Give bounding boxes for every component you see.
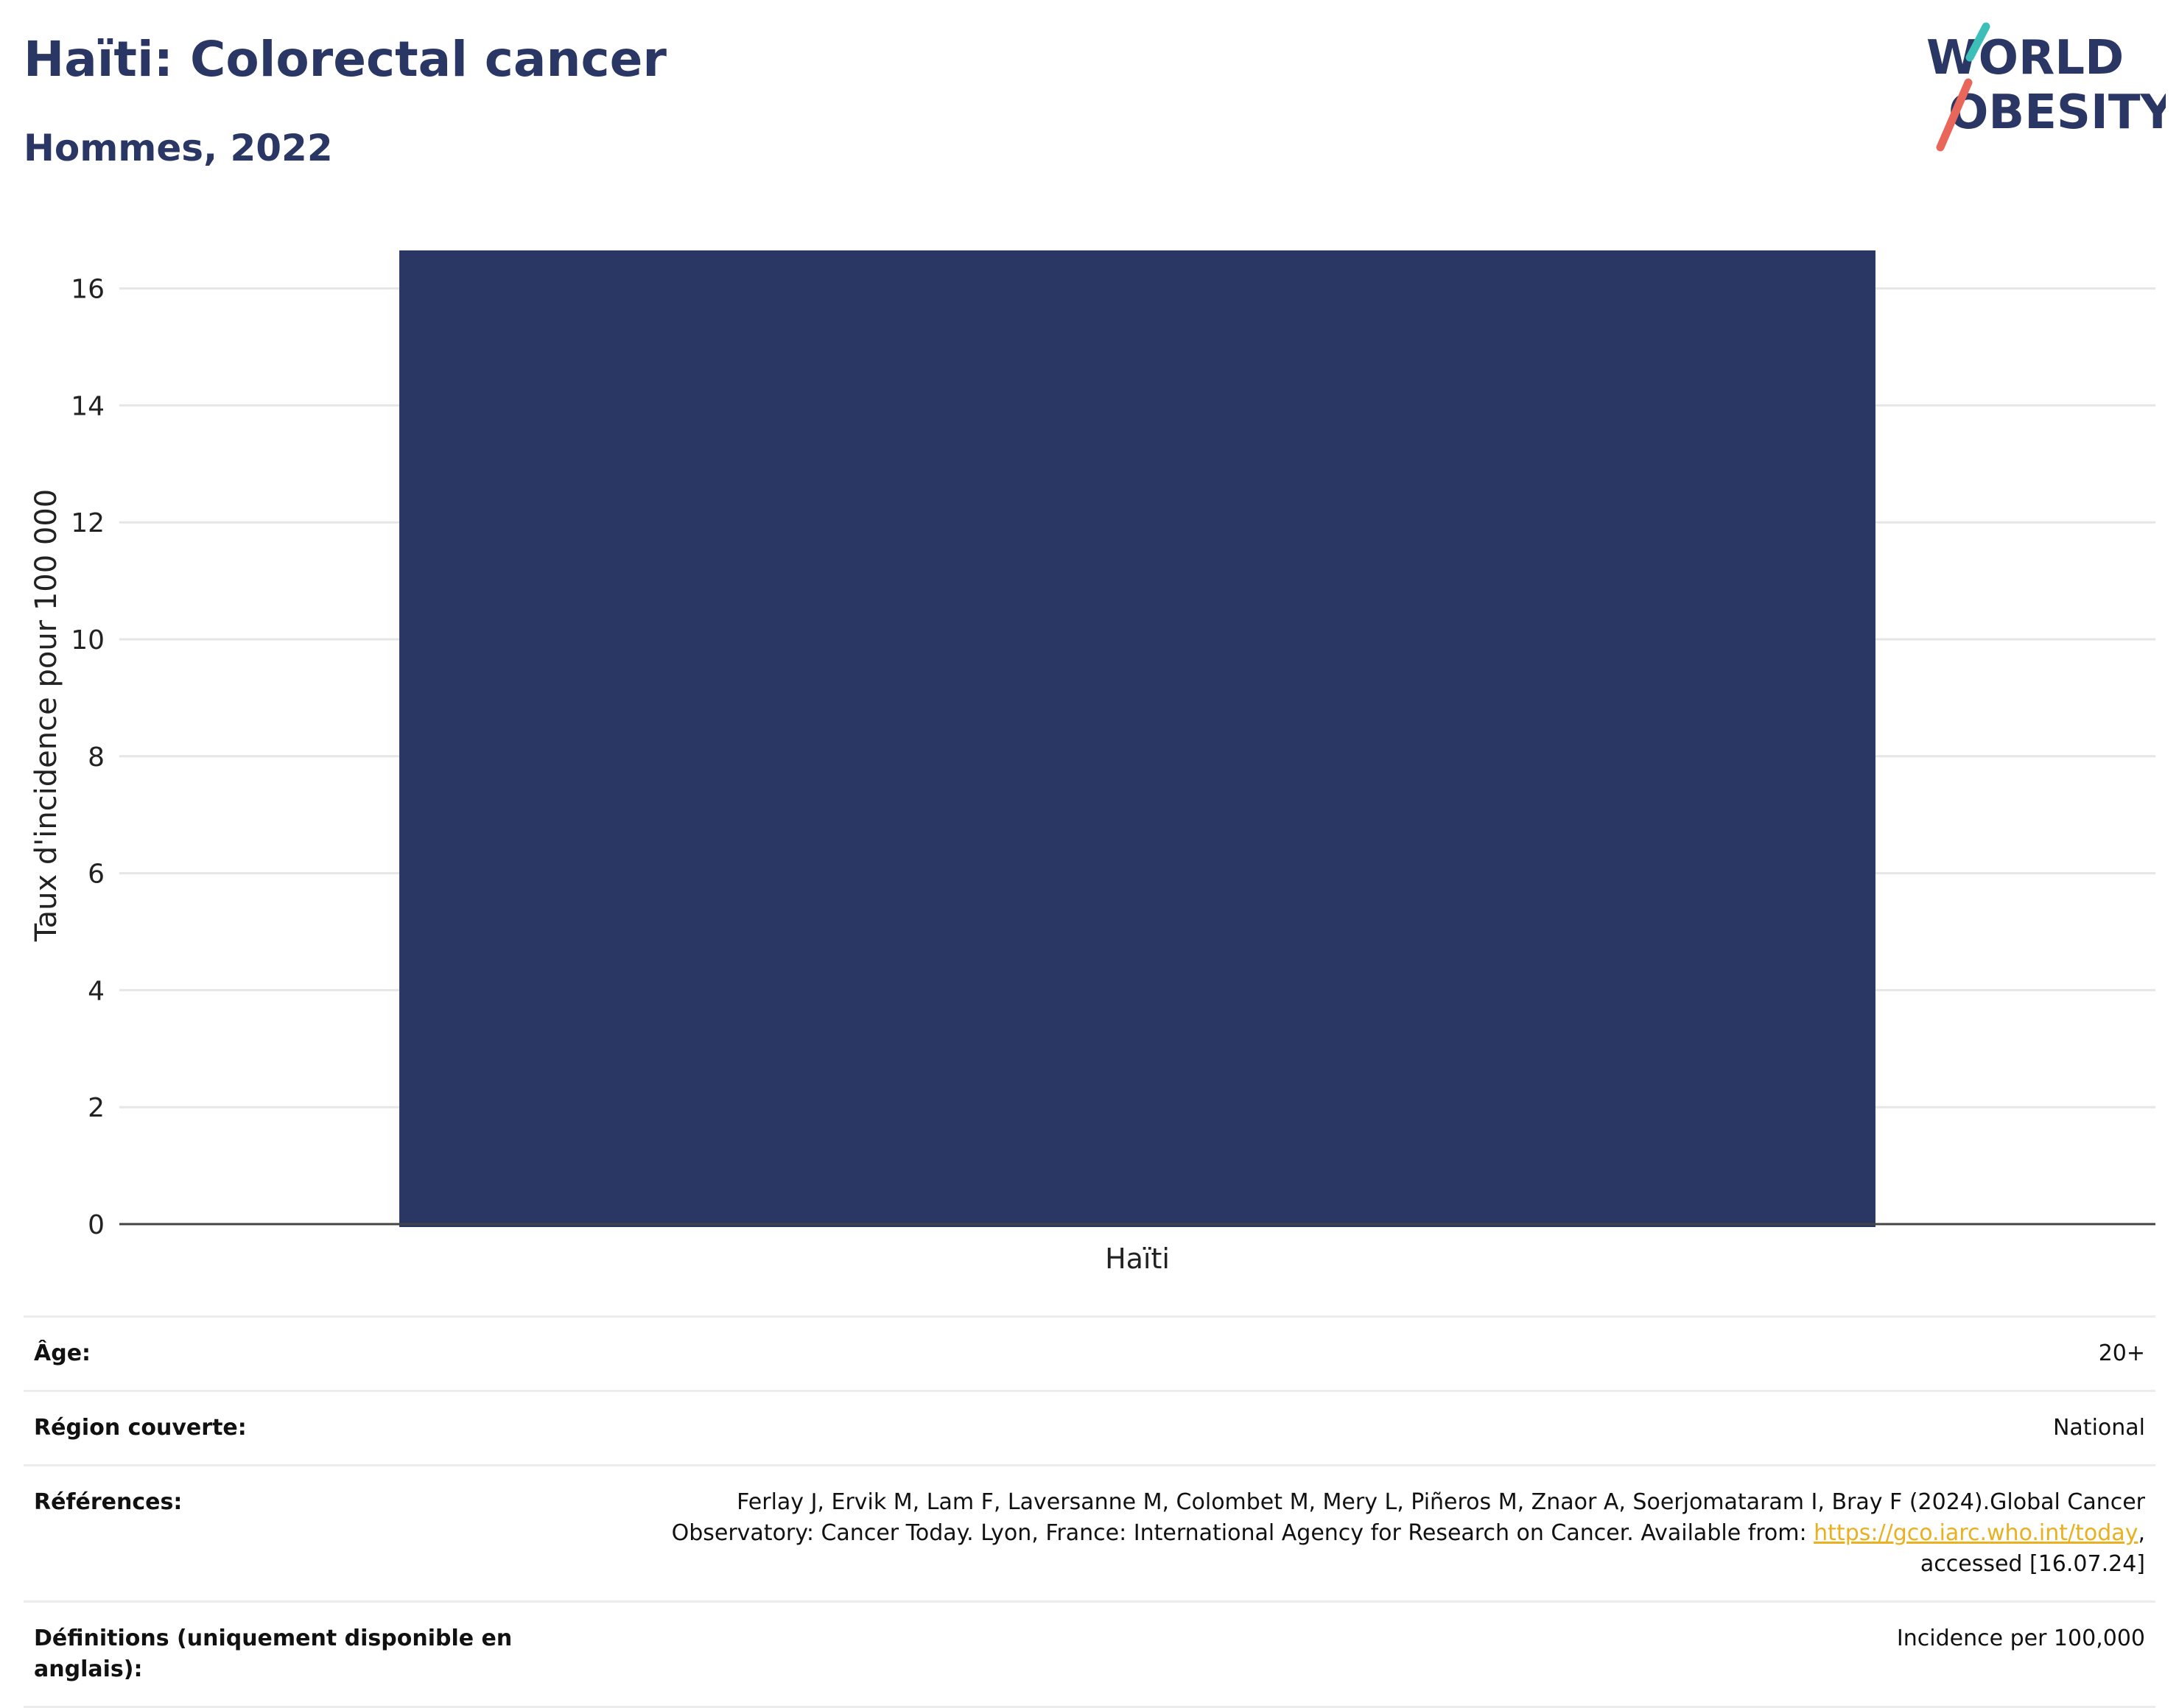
meta-row-age: Âge: 20+ xyxy=(24,1318,2155,1392)
y-axis-label: Taux d'incidence pour 100 000 xyxy=(29,489,63,942)
world-obesity-logo: WORLD OBESITY xyxy=(1926,22,2166,152)
y-tick-label: 12 xyxy=(71,508,105,538)
logo-slash-top xyxy=(1965,22,1990,62)
chart-title: Haïti: Colorectal cancer xyxy=(24,31,667,88)
chart-subtitle: Hommes, 2022 xyxy=(24,127,333,169)
y-tick-label: 0 xyxy=(88,1210,105,1240)
x-tick-label: Haïti xyxy=(1105,1243,1170,1275)
reference-accessed: , accessed [16.07.24] xyxy=(1920,1520,2145,1577)
meta-key-references: Références: xyxy=(34,1489,183,1515)
bar-chart: 0 2 4 6 8 10 12 14 16 Haïti Taux d'incidence pour … xyxy=(29,250,2155,1275)
meta-value-references: Ferlay J, Ervik M, Lam F, Laversanne M, … xyxy=(598,1487,2155,1580)
meta-row-definitions: Définitions (uniquement disponible en an… xyxy=(24,1603,2155,1708)
logo-word-1: WORLD xyxy=(1926,31,2124,85)
meta-value-age: 20+ xyxy=(2098,1340,2145,1366)
meta-value-region: National xyxy=(2052,1415,2145,1441)
meta-key-region: Région couverte: xyxy=(34,1415,247,1441)
logo-slash-bottom xyxy=(1936,78,1973,152)
meta-row-region: Région couverte: National xyxy=(24,1392,2155,1466)
y-tick-label: 6 xyxy=(88,860,105,890)
logo-word-2: OBESITY xyxy=(1948,85,2166,140)
meta-key-definitions: Définitions (uniquement disponible en an… xyxy=(34,1626,513,1682)
meta-value-definitions: Incidence per 100,000 xyxy=(1896,1626,2145,1651)
y-tick-label: 4 xyxy=(88,976,105,1006)
meta-row-references: Références: Ferlay J, Ervik M, Lam F, La… xyxy=(24,1466,2155,1603)
metadata-table: Âge: 20+ Région couverte: National Référ… xyxy=(24,1315,2155,1708)
bar xyxy=(399,250,1876,1227)
y-tick-label: 14 xyxy=(71,391,105,421)
reference-link[interactable]: https://gco.iarc.who.int/today xyxy=(1814,1520,2138,1546)
y-tick-label: 2 xyxy=(88,1093,105,1123)
reference-text: Ferlay J, Ervik M, Lam F, Laversanne M, … xyxy=(671,1489,2145,1546)
y-tick-label: 16 xyxy=(71,275,105,305)
meta-key-age: Âge: xyxy=(34,1340,91,1366)
y-tick-label: 8 xyxy=(88,742,105,773)
y-tick-label: 10 xyxy=(71,625,105,656)
